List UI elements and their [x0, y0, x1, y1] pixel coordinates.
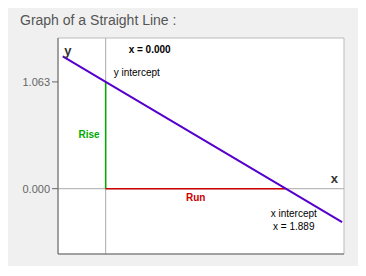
svg-text:1.063: 1.063 — [22, 76, 50, 88]
html-text:Graph of a Straight Line :: Graph of a Straight Line : — [20, 12, 177, 28]
svg-text:y: y — [64, 43, 72, 58]
svg-text:x = 0.000: x = 0.000 — [129, 44, 171, 55]
svg-text:0.000: 0.000 — [22, 183, 50, 195]
svg-text:y intercept: y intercept — [114, 67, 160, 78]
svg-text:Run: Run — [186, 192, 205, 203]
svg-text:Rise: Rise — [79, 129, 101, 140]
svg-text:x = 1.889: x = 1.889 — [273, 221, 315, 232]
svg-text:x intercept: x intercept — [271, 208, 317, 219]
svg-text:x: x — [331, 171, 339, 186]
